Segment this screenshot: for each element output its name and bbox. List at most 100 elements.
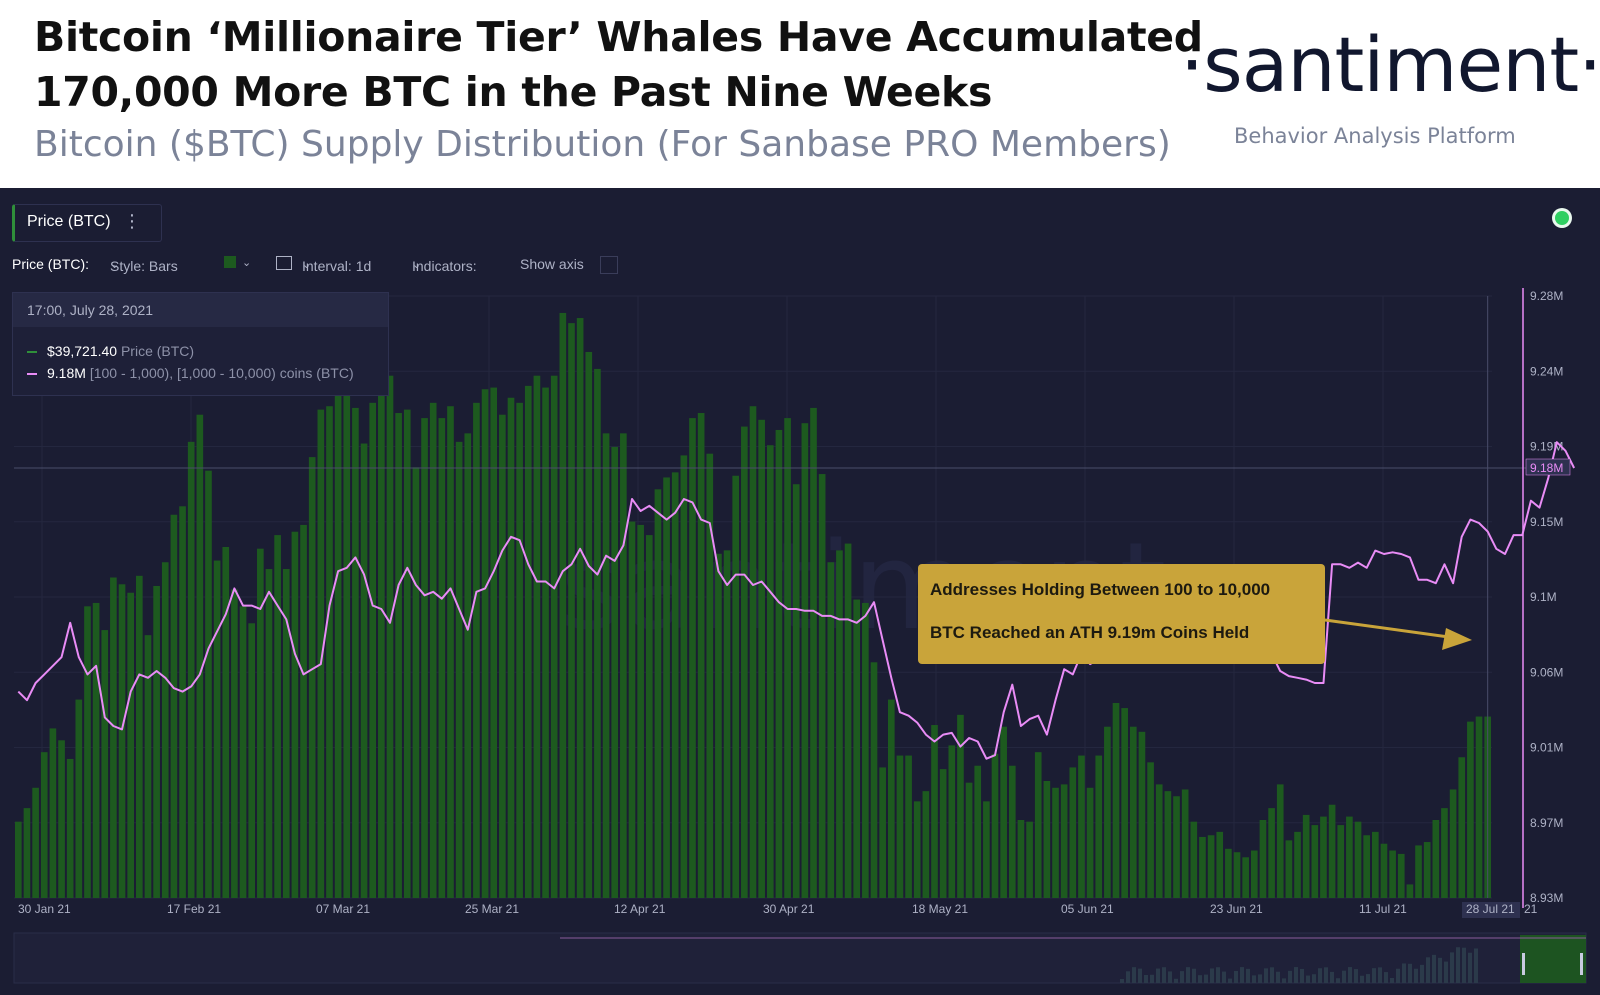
price-bar <box>1034 752 1042 898</box>
price-bar <box>706 453 714 898</box>
navigator-bar <box>1384 972 1388 983</box>
navigator-bar <box>1222 971 1226 983</box>
price-bar <box>1441 808 1448 898</box>
price-bar <box>369 402 377 898</box>
price-bar <box>15 821 22 898</box>
price-bar <box>1155 784 1163 898</box>
price-bar <box>360 443 368 898</box>
price-bar <box>879 767 886 898</box>
navigator-bar <box>1240 967 1244 983</box>
price-bar <box>775 429 783 898</box>
price-bar <box>568 323 575 898</box>
chevron-down-icon: ⌄ <box>110 259 120 271</box>
callout-arrow-head <box>1442 628 1472 650</box>
price-bar <box>749 406 757 898</box>
price-bar <box>654 489 662 898</box>
price-bar <box>222 546 230 898</box>
navigator-bar <box>1216 967 1220 983</box>
price-bar <box>1086 787 1094 898</box>
navigator-bar <box>1450 952 1454 983</box>
x-tick-label: 07 Mar 21 <box>316 902 370 916</box>
price-bar <box>1138 731 1146 898</box>
price-bar <box>741 426 748 898</box>
price-bar <box>1276 784 1284 898</box>
price-bar <box>663 477 670 898</box>
price-bar <box>1268 808 1275 898</box>
price-bar <box>1078 755 1085 898</box>
price-bar <box>40 752 48 898</box>
supply-line <box>17 441 1575 760</box>
price-bar <box>257 548 264 898</box>
navigator-bar <box>1252 975 1256 983</box>
navigator-bar <box>1204 974 1208 983</box>
price-bar <box>127 592 135 898</box>
price-bar <box>585 351 593 898</box>
price-bar <box>542 387 549 898</box>
price-bar <box>1389 850 1396 898</box>
price-bar <box>282 569 290 898</box>
price-bar <box>23 808 31 898</box>
callout-line-2: BTC Reached an ATH 9.19m Coins Held <box>930 623 1250 642</box>
price-bar <box>421 418 428 898</box>
price-bar <box>620 433 627 898</box>
price-bar <box>818 474 826 898</box>
price-bar <box>1017 819 1025 898</box>
navigator-bar <box>1468 952 1472 983</box>
price-bar <box>965 782 973 898</box>
navigator-bar <box>1192 968 1196 983</box>
kebab-menu-icon[interactable]: ⋮ <box>123 211 141 232</box>
price-bar <box>983 801 990 898</box>
current-value-box <box>1525 458 1571 476</box>
price-bar <box>1320 816 1327 898</box>
price-bar <box>991 753 999 898</box>
navigator-bar <box>1246 968 1250 983</box>
y-tick-label: 9.1M <box>1530 590 1557 604</box>
navigator-bar <box>1396 968 1400 983</box>
price-bar <box>887 699 895 898</box>
x-edge-label: 21 <box>1524 902 1538 916</box>
price-bar <box>1259 819 1267 898</box>
navigator-bar <box>1420 964 1424 983</box>
price-bar <box>801 423 809 898</box>
price-bar <box>1095 755 1103 898</box>
price-bar <box>291 531 299 898</box>
y-tick-label: 9.19M <box>1530 440 1563 454</box>
price-bar <box>1346 816 1353 898</box>
navigator-bar <box>1336 978 1340 983</box>
price-bar <box>948 745 956 898</box>
navigator-bar <box>1234 970 1238 983</box>
price-bar <box>1467 721 1474 898</box>
color-swatch[interactable] <box>224 256 236 268</box>
price-bar <box>248 623 256 898</box>
price-bar <box>447 406 454 898</box>
navigator-bar <box>1162 967 1166 983</box>
navigator-bar <box>1282 978 1286 983</box>
calendar-icon <box>276 256 292 270</box>
price-bar <box>386 375 394 898</box>
price-bar <box>1008 765 1016 898</box>
price-bar <box>110 577 117 898</box>
price-bar <box>931 725 938 898</box>
price-bar <box>395 413 402 898</box>
price-bar <box>1190 821 1198 898</box>
price-bar <box>317 409 325 898</box>
navigator-bar <box>1342 970 1346 983</box>
navigator-bar <box>1414 968 1418 983</box>
price-bar <box>1311 825 1319 898</box>
navigator-bar <box>1168 971 1172 983</box>
price-bar <box>1475 716 1483 898</box>
navigator-bar <box>1408 963 1412 983</box>
title-line-2: 170,000 More BTC in the Past Nine Weeks <box>34 68 993 116</box>
price-bar <box>1328 804 1336 898</box>
navigator-bar <box>1378 967 1382 983</box>
price-bar <box>464 433 472 898</box>
navigator-bar <box>1312 974 1316 983</box>
metric-tab-price[interactable]: Price (BTC) ⋮ <box>12 204 162 242</box>
navigator-bar <box>1126 971 1130 983</box>
style-dropdown-label: Style: Bars <box>110 258 178 274</box>
price-bar <box>92 602 100 898</box>
price-bar <box>1000 726 1007 898</box>
chevron-down-icon[interactable]: ⌄ <box>242 257 252 269</box>
price-bar <box>334 351 342 898</box>
show-axis-checkbox[interactable] <box>600 256 618 274</box>
